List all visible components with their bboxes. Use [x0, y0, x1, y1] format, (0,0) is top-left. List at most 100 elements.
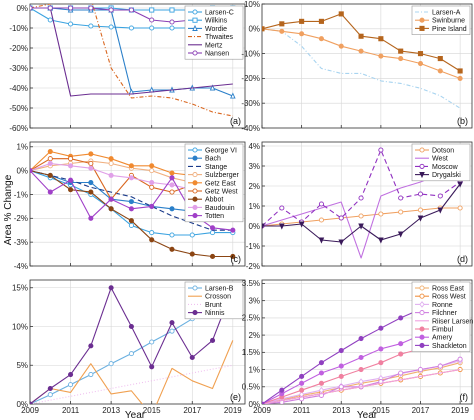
x-tick-label: 2015 [143, 406, 161, 415]
data-point [88, 215, 94, 221]
x-tick-label: 2019 [224, 406, 242, 415]
y-tick-label: -2% [246, 262, 260, 271]
legend-marker [419, 25, 425, 31]
y-tick-label: -3% [14, 238, 28, 247]
data-point [30, 168, 33, 174]
data-point [378, 360, 384, 366]
x-tick-label: 2011 [62, 406, 80, 415]
data-point [209, 230, 216, 236]
data-point [128, 175, 134, 181]
data-point [437, 207, 444, 214]
legend-label: Bach [205, 156, 221, 163]
data-point [169, 189, 175, 195]
legend-marker [192, 285, 198, 291]
data-point [318, 380, 324, 386]
legend-label: Getz East [205, 180, 236, 187]
data-point [358, 48, 364, 54]
data-point [169, 7, 175, 13]
legend-box [184, 5, 244, 60]
y-tick-label: 0.5% [242, 383, 260, 392]
series-line-drygalski [262, 183, 461, 243]
data-point [47, 189, 53, 195]
data-point [128, 222, 134, 229]
data-point [47, 172, 53, 178]
data-point [262, 401, 265, 404]
series-line-riiser-larsen [262, 369, 461, 404]
data-point [169, 206, 175, 212]
legend-label: Ronne [432, 302, 453, 309]
data-point [68, 177, 74, 183]
x-tick-label: 2009 [253, 406, 271, 415]
y-tick-label: -60% [9, 124, 28, 133]
x-tick-label: 2009 [21, 406, 39, 415]
legend-marker [419, 326, 425, 332]
data-point [209, 253, 216, 260]
legend-label: Mertz [205, 42, 223, 49]
legend-label: Larsen-B [205, 286, 234, 293]
data-point [47, 5, 53, 11]
data-point [417, 60, 424, 67]
y-tick-label: -1% [246, 242, 260, 251]
legend-marker [192, 196, 198, 202]
legend-marker [192, 172, 198, 178]
data-point [108, 160, 114, 167]
data-point [68, 21, 74, 27]
legend-label: Amery [432, 335, 453, 342]
data-point [299, 387, 305, 393]
data-point [318, 36, 324, 42]
data-point [128, 351, 134, 357]
x-tick-label: 2017 [412, 406, 430, 415]
data-point [88, 179, 94, 186]
y-tick-label: 0% [16, 166, 28, 175]
data-point [378, 237, 384, 244]
y-tick-label: 1% [248, 365, 260, 374]
data-point [149, 179, 155, 186]
data-point [88, 371, 94, 378]
legend-label: Wordie [205, 26, 227, 33]
data-point [149, 7, 155, 13]
panel-a: 0% -10% -20% -30% -40% -50% -60% (a) Larsen-CWil… [9, 3, 246, 133]
data-point [108, 156, 114, 162]
data-point [47, 385, 53, 392]
data-point [262, 26, 265, 32]
data-point [209, 225, 216, 231]
legend-marker [419, 147, 425, 153]
data-point [128, 206, 134, 212]
legend-label: Crosson [205, 294, 231, 301]
y-tick-label: 2% [248, 182, 260, 191]
y-tick-label: -40% [9, 84, 28, 93]
data-point [68, 371, 74, 378]
data-point [169, 320, 175, 326]
series-line-mertz [30, 7, 233, 97]
data-point [437, 363, 443, 369]
data-point [299, 373, 305, 379]
y-tick-label: 0% [16, 400, 28, 409]
data-point [149, 203, 155, 209]
data-point [358, 195, 364, 201]
data-point [47, 156, 53, 162]
data-point [68, 382, 74, 388]
data-point [378, 147, 384, 153]
legend-label: Fimbul [432, 327, 453, 334]
data-point [378, 53, 384, 59]
legend-label: Baudouin [205, 205, 235, 212]
data-point [47, 148, 53, 155]
legend-label: Ross West [432, 294, 466, 301]
panel-e: 15% 10% 5% 0%2009 2011 2013 2015 2017 2019 (e) Lar… [12, 279, 246, 415]
data-point [128, 163, 134, 169]
series-line-stange [30, 170, 233, 231]
y-tick-label: 15% [12, 284, 28, 293]
data-point [338, 363, 344, 369]
panel-label: (a) [230, 116, 241, 126]
data-point [338, 215, 344, 221]
data-point [108, 24, 114, 30]
data-point [88, 5, 94, 11]
legend-marker [419, 293, 425, 299]
y-tick-label: -4% [14, 262, 28, 271]
legend-label: Brunt [205, 302, 222, 309]
